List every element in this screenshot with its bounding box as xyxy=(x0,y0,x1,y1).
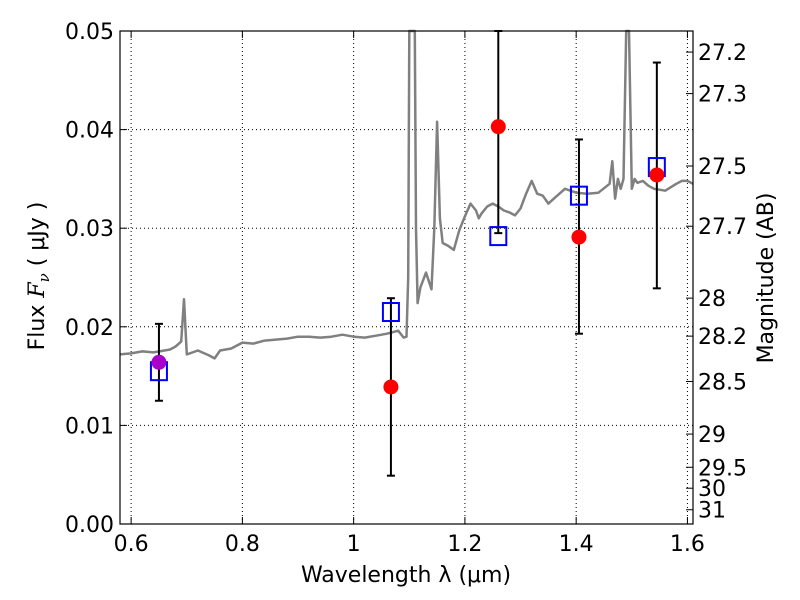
x-tick-label: 1.4 xyxy=(559,532,594,557)
y-axis-title: Flux Fν ( μJy ) xyxy=(25,202,53,351)
model-photometry-square xyxy=(381,302,400,323)
y-tick-label: 0.04 xyxy=(65,119,114,144)
tick-layer: 0.6 0.8 1 1.2 1.4 1.6 0.00 0.01 0.02 0.03 0.04 0.05… xyxy=(65,20,747,557)
observed-point xyxy=(649,167,665,183)
x-tick-label: 1 xyxy=(347,532,361,557)
magnitude-tick-label: 28.5 xyxy=(698,370,747,395)
magnitude-tick-label: 31 xyxy=(698,499,726,524)
magnitude-tick-label: 28.2 xyxy=(698,325,747,350)
marker-layer xyxy=(149,119,666,395)
magnitude-axis-title: Magnitude (AB) xyxy=(754,193,779,364)
x-tick-label: 0.6 xyxy=(114,532,149,557)
y-axis-title-suffix: ( μJy ) xyxy=(25,202,50,274)
magnitude-tick-label: 27.3 xyxy=(698,83,747,108)
model-spectrum-line xyxy=(119,29,694,360)
x-tick-label: 1.6 xyxy=(670,532,705,557)
y-axis-title-symbol: F xyxy=(25,282,50,299)
y-tick-label: 0.02 xyxy=(65,316,114,341)
plot-frame xyxy=(119,30,694,525)
model-photometry-square xyxy=(489,226,508,247)
magnitude-tick-label: 28 xyxy=(698,287,726,312)
magnitude-tick-label: 29 xyxy=(698,423,726,448)
x-tick-label: 1.2 xyxy=(447,532,482,557)
magnitude-tick-label: 27.7 xyxy=(698,215,747,240)
magnitude-tick-label: 29.5 xyxy=(698,456,747,481)
grid xyxy=(120,30,693,525)
y-tick-label: 0.00 xyxy=(65,513,114,538)
magnitude-tick-label: 30 xyxy=(698,477,726,502)
y-tick-label: 0.01 xyxy=(65,414,114,439)
magnitude-tick-label: 27.2 xyxy=(698,41,747,66)
x-tick-label: 0.8 xyxy=(225,532,260,557)
magnitude-tick-label: 27.5 xyxy=(698,155,747,180)
observed-point xyxy=(571,229,587,245)
model-photometry-square xyxy=(569,185,588,206)
y-axis-title-subscript: ν xyxy=(35,273,53,282)
observed-optical-point xyxy=(151,354,167,370)
spectrum-layer xyxy=(119,29,694,360)
x-axis-title: Wavelength λ (μm) xyxy=(301,563,511,588)
observed-point xyxy=(383,379,399,395)
y-axis-title-prefix: Flux xyxy=(25,298,50,351)
observed-point xyxy=(490,119,506,135)
y-tick-label: 0.03 xyxy=(65,217,114,242)
y-tick-label: 0.05 xyxy=(65,20,114,45)
